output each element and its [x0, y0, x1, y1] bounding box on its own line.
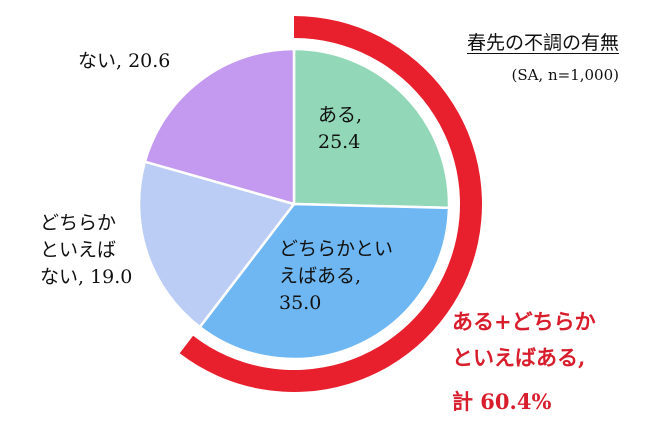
pie-slice-nai: [143, 47, 296, 206]
chart-title: 春先の不調の有無: [466, 32, 619, 54]
label-nai-text: ない, 20.6: [78, 50, 171, 72]
label-dochira-nai-line3: ない, 19.0: [40, 266, 133, 288]
label-dochira-aru-line1: どちらかとい: [279, 238, 394, 260]
callout-line2: といえばある,: [452, 345, 586, 370]
callout-line3: 計 60.4%: [452, 389, 552, 414]
label-dochira-aru-line2: えばある,: [279, 265, 362, 287]
label-dochira-nai-line1: どちらか: [40, 212, 117, 234]
highlight-ring: [179, 16, 483, 392]
label-aru-value: 25.4: [318, 131, 361, 153]
total-callout: ある+どちらか といえばある, 計 60.4%: [452, 304, 596, 420]
pie-slice-dochira-nai: [137, 160, 297, 329]
callout-line1: ある+どちらか: [452, 309, 596, 334]
label-dochira-nai-line2: といえば: [40, 239, 117, 261]
pie-slice-dochira-aru: [198, 202, 451, 361]
label-aru-line1: ある,: [318, 104, 363, 126]
pie-slice-aru: [292, 47, 451, 210]
label-dochira-aru: どちらかとい えばある, 35.0: [279, 236, 393, 317]
label-nai: ない, 20.6: [78, 48, 170, 75]
label-dochira-nai: どちらか といえば ない, 19.0: [40, 210, 132, 291]
chart-subtitle: (SA, n=1,000): [511, 66, 619, 84]
label-aru: ある, 25.4: [318, 102, 362, 156]
label-dochira-aru-value: 35.0: [279, 292, 322, 314]
